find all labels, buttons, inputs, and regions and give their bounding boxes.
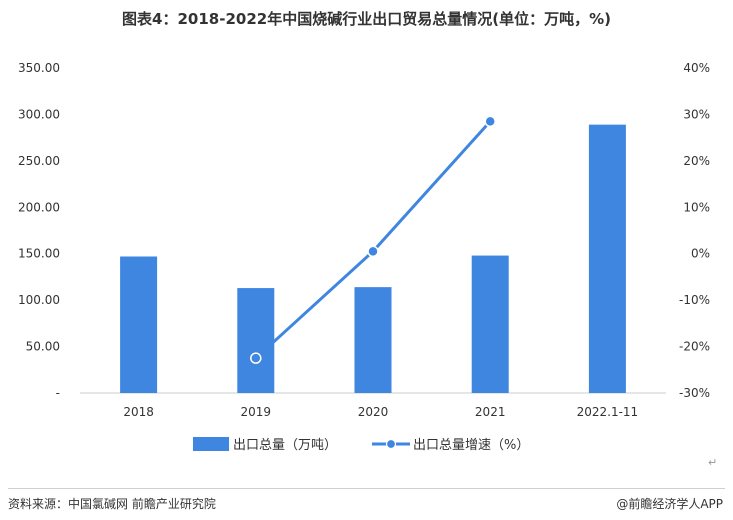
chart: - 50.00 100.00 150.00 200.00 250.00 300.00 350.… (18, 61, 710, 453)
left-tick-label: 350.00 (18, 61, 60, 75)
growth-point (484, 115, 496, 128)
growth-point (367, 245, 379, 258)
right-tick-label: -20% (679, 340, 710, 354)
growth-point (250, 352, 262, 364)
bar (471, 255, 509, 393)
left-tick-label: 100.00 (18, 293, 60, 307)
left-tick-label: 250.00 (18, 154, 60, 168)
left-tick-label: 150.00 (18, 247, 60, 261)
bars (120, 124, 626, 394)
legend-line-label: 出口总量增速（%） (413, 438, 529, 453)
legend-bar-swatch (193, 437, 229, 451)
right-tick-label: -10% (679, 293, 710, 307)
growth-line (250, 115, 496, 364)
left-tick-label: 50.00 (26, 340, 60, 354)
left-tick-label: 200.00 (18, 200, 60, 214)
x-tick-label: 2020 (358, 405, 389, 419)
legend-bar-label: 出口总量（万吨） (233, 438, 337, 453)
brand-note: @前瞻经济学人APP (616, 497, 723, 511)
left-tick-label: 300.00 (18, 107, 60, 121)
return-mark-icon: ↵ (708, 456, 718, 469)
footer-divider (8, 488, 725, 489)
right-tick-label: 0% (691, 247, 710, 261)
left-tick-label: - (56, 386, 60, 400)
right-tick-label: 40% (683, 61, 710, 75)
bar (120, 256, 158, 393)
legend: 出口总量（万吨） 出口总量增速（%） (193, 437, 529, 453)
x-tick-label: 2019 (241, 405, 272, 419)
chart-title: 图表4：2018-2022年中国烧碱行业出口贸易总量情况(单位：万吨，%) (122, 10, 611, 28)
x-axis-labels: 2018 2019 2020 2021 2022.1-11 (123, 405, 638, 419)
x-tick-label: 2018 (123, 405, 154, 419)
bar (588, 124, 626, 394)
legend-line-marker (385, 438, 397, 450)
left-axis-ticks: - 50.00 100.00 150.00 200.00 250.00 300.00 350.… (18, 61, 60, 400)
bar (237, 288, 275, 393)
x-tick-label: 2022.1-11 (577, 405, 639, 419)
x-tick-label: 2021 (475, 405, 506, 419)
right-tick-label: 10% (683, 200, 710, 214)
bar (354, 287, 392, 393)
right-axis-ticks: -30% -20% -10% 0% 10% 20% 30% 40% (679, 61, 710, 400)
right-tick-label: -30% (679, 386, 710, 400)
footer: 资料来源：中国氯碱网 前瞻产业研究院 @前瞻经济学人APP (0, 488, 733, 520)
right-tick-label: 30% (683, 107, 710, 121)
source-note: 资料来源：中国氯碱网 前瞻产业研究院 (8, 497, 216, 511)
right-tick-label: 20% (683, 154, 710, 168)
